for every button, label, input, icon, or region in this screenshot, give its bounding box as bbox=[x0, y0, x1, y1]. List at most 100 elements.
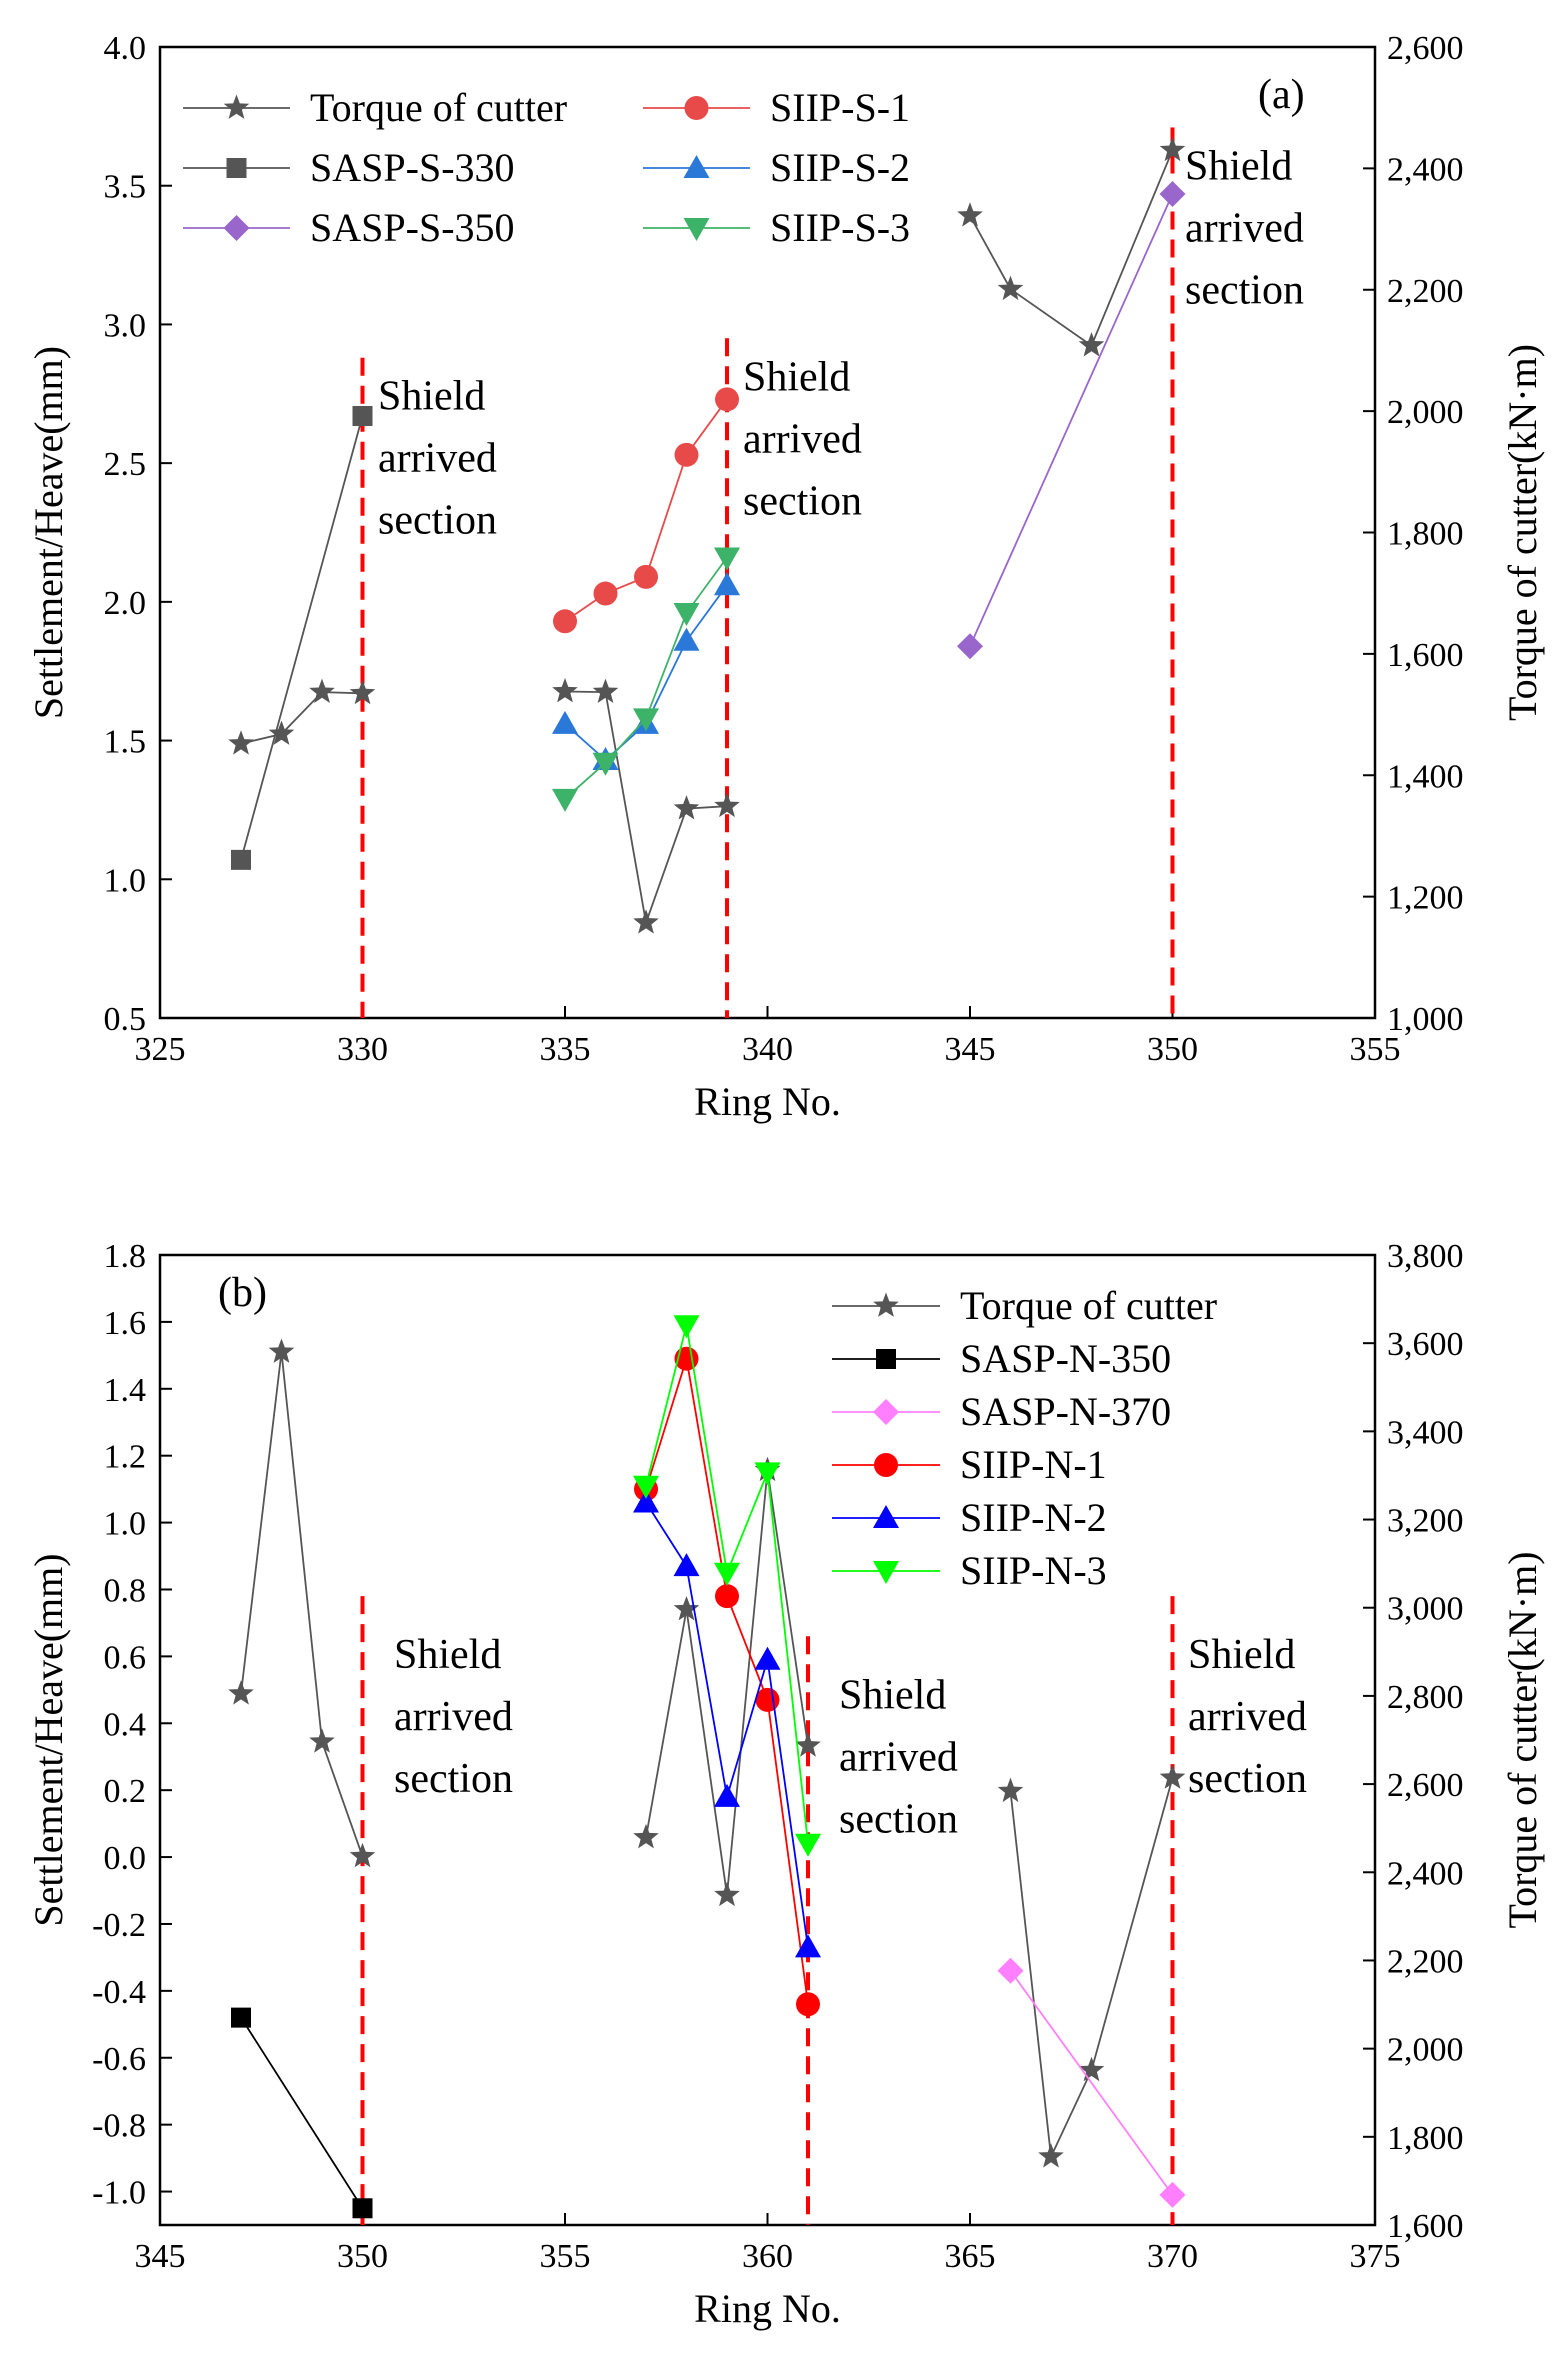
data-point bbox=[553, 609, 577, 634]
data-point bbox=[673, 602, 700, 626]
y2-tick-label: 2,200 bbox=[1387, 273, 1464, 310]
y2-tick-label: 2,400 bbox=[1387, 1855, 1464, 1892]
x-tick-label: 350 bbox=[1147, 1031, 1198, 1068]
series-line bbox=[240, 415, 364, 861]
data-point bbox=[796, 1992, 820, 2017]
y-tick-label: -0.4 bbox=[92, 1974, 146, 2011]
legend: Torque of cutter SASP-S-330 SASP-S-350 SIIP… bbox=[183, 85, 910, 250]
data-point bbox=[754, 1646, 781, 1670]
data-point bbox=[673, 1553, 700, 1577]
shield-arrived-annotation: arrived bbox=[839, 1734, 958, 1780]
legend-label: Torque of cutter bbox=[310, 85, 567, 130]
data-point bbox=[552, 788, 578, 812]
legend-label: SASP-S-330 bbox=[310, 145, 515, 190]
series-line bbox=[969, 149, 1174, 347]
series-line bbox=[969, 193, 1174, 647]
y-tick-label: 0.8 bbox=[104, 1572, 147, 1609]
shield-arrived-annotation: section bbox=[839, 1796, 958, 1842]
data-point bbox=[352, 2198, 373, 2219]
data-point bbox=[1159, 1764, 1186, 1789]
y2-tick-label: 2,400 bbox=[1387, 151, 1464, 188]
data-point bbox=[552, 678, 578, 703]
data-point bbox=[268, 1338, 295, 1363]
legend-marker bbox=[223, 94, 250, 119]
data-point bbox=[1159, 2181, 1186, 2208]
series-sasp-n-350 bbox=[231, 2007, 373, 2219]
y-tick-label: 0.5 bbox=[104, 1001, 147, 1038]
y-tick-label: 0.4 bbox=[104, 1706, 147, 1743]
y-tick-label: 2.0 bbox=[104, 585, 147, 622]
legend-label: SIIP-S-3 bbox=[770, 205, 910, 250]
data-point bbox=[754, 1462, 781, 1486]
data-point bbox=[714, 1562, 740, 1586]
shield-arrived-annotation: arrived bbox=[1188, 1694, 1307, 1740]
data-point bbox=[1078, 2056, 1105, 2082]
y2-tick-label: 2,000 bbox=[1387, 394, 1464, 431]
x-axis-ticks: 345 350 355 360 365 370 375 bbox=[135, 2213, 1401, 2275]
series-sasp-n-370 bbox=[997, 1957, 1186, 2208]
series-line bbox=[645, 1358, 809, 2005]
chart-panel-b: 345 350 355 360 365 370 375 -1.0 -0.8 -0.6 -0.4 -0.… bbox=[26, 1238, 1545, 2331]
data-point bbox=[633, 1489, 659, 1513]
series-line bbox=[240, 1351, 364, 1857]
y-tick-label: 1.0 bbox=[104, 862, 147, 899]
data-point bbox=[755, 1687, 780, 1712]
y2-tick-label: 1,800 bbox=[1387, 2120, 1464, 2157]
data-point bbox=[714, 547, 740, 571]
y2-tick-label: 2,600 bbox=[1387, 30, 1464, 67]
y2-tick-label: 2,200 bbox=[1387, 1943, 1464, 1980]
shield-arrived-annotation: arrived bbox=[1185, 205, 1304, 251]
data-point bbox=[957, 633, 983, 660]
data-point bbox=[715, 1584, 739, 1609]
y2-axis-ticks: 1,000 1,200 1,400 1,600 1,800 2,000 2,200 2,400… bbox=[1363, 30, 1464, 1038]
legend-marker bbox=[873, 1292, 899, 1317]
data-point bbox=[593, 581, 618, 606]
x-tick-label: 370 bbox=[1147, 2238, 1198, 2275]
panel-label: (a) bbox=[1258, 72, 1305, 118]
shield-arrived-annotation: section bbox=[1188, 1756, 1307, 1802]
data-point bbox=[1038, 2143, 1064, 2168]
series-line bbox=[645, 1470, 809, 1896]
data-point bbox=[634, 564, 658, 589]
x-axis-ticks: 325 330 335 340 345 350 355 bbox=[135, 1006, 1401, 1068]
data-point bbox=[592, 752, 619, 776]
legend-marker bbox=[873, 1505, 899, 1528]
legend-marker bbox=[683, 155, 710, 178]
legend-marker bbox=[226, 158, 247, 178]
data-point bbox=[633, 909, 659, 934]
y2-tick-label: 3,400 bbox=[1387, 1414, 1464, 1451]
data-point bbox=[349, 1842, 376, 1868]
y-tick-label: 4.0 bbox=[104, 30, 147, 67]
y-tick-label: 1.2 bbox=[104, 1439, 147, 1476]
y2-tick-label: 3,600 bbox=[1387, 1326, 1464, 1363]
y2-axis-ticks: 1,600 1,800 2,000 2,200 2,400 2,600 2,800 3,000… bbox=[1363, 1238, 1464, 2245]
shield-arrived-annotation: Shield bbox=[1185, 143, 1292, 189]
shield-arrived-annotation: Shield bbox=[839, 1672, 946, 1718]
legend-marker bbox=[683, 218, 710, 241]
data-point bbox=[231, 849, 251, 870]
y2-tick-label: 1,000 bbox=[1387, 1001, 1464, 1038]
y2-tick-label: 1,800 bbox=[1387, 516, 1464, 553]
data-point bbox=[1159, 181, 1186, 208]
series-torque-of-cutter bbox=[228, 136, 1186, 934]
legend-label: SIIP-N-3 bbox=[960, 1548, 1107, 1593]
legend-marker bbox=[223, 215, 250, 241]
y2-axis-title: Torque of cutter(kN·m) bbox=[1500, 1551, 1545, 1928]
y2-tick-label: 2,800 bbox=[1387, 1679, 1464, 1716]
data-point bbox=[231, 2007, 251, 2028]
data-point bbox=[714, 792, 740, 818]
y2-axis-title: Torque of cutter(kN·m) bbox=[1500, 344, 1545, 721]
y-axis-ticks: -1.0 -0.8 -0.6 -0.4 -0.2 0.0 0.2 0.4 0.6 0.8 1.0 1.… bbox=[92, 1238, 172, 2212]
series-siip-s-3 bbox=[552, 547, 740, 812]
data-point bbox=[633, 708, 659, 732]
data-point bbox=[795, 1934, 821, 1958]
data-point bbox=[349, 679, 376, 705]
legend: Torque of cutter SASP-N-350 SASP-N-370 SIIP… bbox=[832, 1283, 1217, 1593]
y-axis-title: Settlement/Heave(mm) bbox=[26, 346, 71, 719]
shield-arrived-annotation: Shield bbox=[394, 1632, 501, 1678]
legend-label: SIIP-S-1 bbox=[770, 85, 910, 130]
x-tick-label: 375 bbox=[1350, 2238, 1401, 2275]
data-point bbox=[309, 1728, 335, 1753]
data-point bbox=[997, 1777, 1024, 1803]
